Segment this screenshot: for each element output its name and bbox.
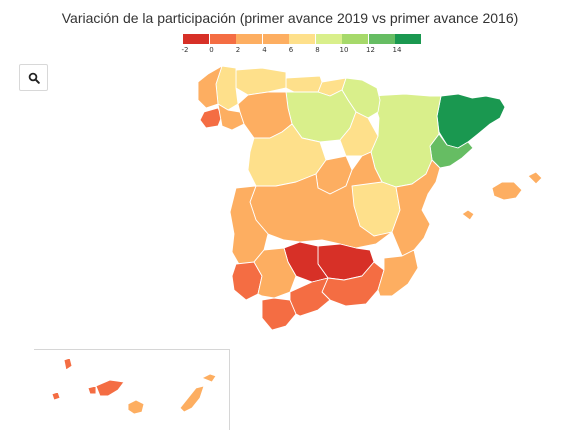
- color-legend: -2 0 2 4 6 8 10 12 14: [181, 34, 421, 60]
- map-region[interactable]: [51, 357, 125, 401]
- map-region[interactable]: [285, 75, 323, 95]
- map-region[interactable]: [377, 249, 419, 297]
- map-region[interactable]: [339, 111, 379, 157]
- legend-tick-label: -2: [181, 46, 189, 54]
- map-region[interactable]: [127, 373, 217, 415]
- map-region[interactable]: [461, 171, 543, 221]
- legend-swatch: [368, 34, 395, 44]
- legend-tick-label: 12: [366, 46, 375, 54]
- map-region[interactable]: [391, 159, 441, 257]
- map-region[interactable]: [261, 297, 297, 331]
- legend-tick-label: 4: [262, 46, 267, 54]
- legend-swatch: [289, 34, 315, 44]
- map-region[interactable]: [235, 67, 287, 96]
- legend-tick-label: 2: [235, 46, 241, 54]
- legend-swatch: [262, 34, 289, 44]
- legend-swatch: [236, 34, 262, 44]
- legend-swatch: [183, 34, 209, 44]
- legend-tick-label: 6: [288, 46, 294, 54]
- legend-tick-label: 8: [315, 46, 320, 54]
- map-region[interactable]: [436, 93, 506, 149]
- map-region[interactable]: [197, 65, 223, 109]
- canary-islands-inset: [34, 349, 230, 430]
- map-region[interactable]: [199, 107, 223, 129]
- map-title: Variación de la participación (primer av…: [61, 10, 519, 26]
- zoom-button[interactable]: [19, 64, 48, 91]
- legend-swatch: [342, 34, 368, 44]
- legend-tick-label: 10: [339, 46, 349, 54]
- legend-tick-label: 14: [392, 46, 402, 54]
- legend-swatch: [395, 34, 421, 44]
- search-icon: [28, 72, 40, 84]
- legend-tick-label: 0: [209, 46, 214, 54]
- legend-swatch: [315, 34, 342, 44]
- legend-swatch: [209, 34, 236, 44]
- map-region[interactable]: [289, 277, 331, 317]
